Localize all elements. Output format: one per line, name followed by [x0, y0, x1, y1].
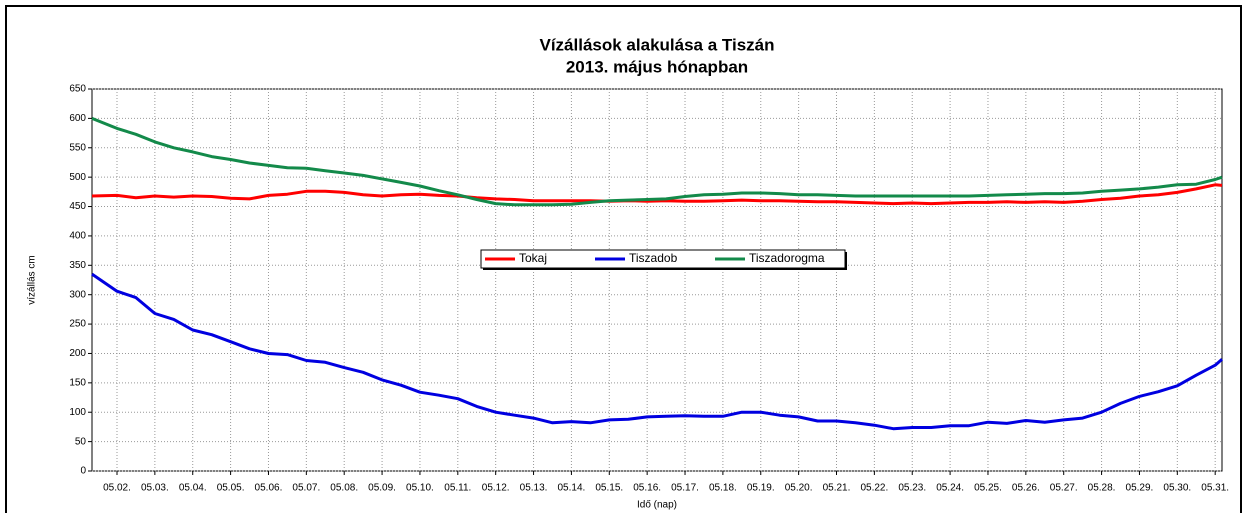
x-tick-label: 05.20.: [785, 483, 813, 494]
x-tick-label: 05.05.: [217, 483, 245, 494]
legend-label: Tokaj: [519, 251, 547, 265]
x-tick-label: 05.03.: [141, 483, 169, 494]
legend-label: Tiszadorogma: [749, 251, 825, 265]
x-tick-label: 05.14.: [558, 483, 586, 494]
x-tick-label: 05.17.: [671, 483, 699, 494]
x-tick-label: 05.22.: [860, 483, 888, 494]
legend: [480, 249, 846, 269]
frame: [5, 5, 1242, 513]
y-tick-label: 150: [69, 377, 86, 388]
x-tick-label: 05.15.: [595, 483, 623, 494]
x-tick-label: 05.23.: [898, 483, 926, 494]
x-tick-label: 05.18.: [709, 483, 737, 494]
line-series: [91, 183, 1223, 206]
x-tick-label: 05.07.: [292, 483, 320, 494]
y-tick-label: 350: [69, 260, 86, 271]
x-tick-label: 05.29.: [1126, 483, 1154, 494]
x-tick-label: 05.24.: [936, 483, 964, 494]
x-tick-label: 05.28.: [1088, 483, 1116, 494]
x-tick-label: 05.08.: [330, 483, 358, 494]
x-tick-label: 05.19.: [747, 483, 775, 494]
chart-title: Vízállások alakulása a Tiszán: [540, 35, 775, 54]
y-axis-label: vízállás cm: [27, 255, 38, 304]
y-tick-label: 100: [69, 407, 86, 418]
y-tick-label: 450: [69, 201, 86, 212]
x-tick-label: 05.02.: [103, 483, 131, 494]
line-series: [91, 272, 1223, 431]
x-tick-label: 05.12.: [482, 483, 510, 494]
y-tick-label: 600: [69, 113, 86, 124]
x-tick-label: 05.27.: [1050, 483, 1078, 494]
y-tick-label: 650: [69, 84, 86, 95]
x-tick-label: 05.25.: [974, 483, 1002, 494]
x-tick-label: 05.10.: [406, 483, 434, 494]
x-tick-label: 05.13.: [520, 483, 548, 494]
x-tick-label: 05.06.: [255, 483, 283, 494]
y-tick-label: 50: [75, 436, 87, 447]
y-tick-label: 550: [69, 142, 86, 153]
y-tick-label: 300: [69, 289, 86, 300]
y-tick-label: 500: [69, 172, 86, 183]
x-tick-label: 05.11.: [444, 483, 471, 494]
chart-subtitle: 2013. május hónapban: [566, 57, 748, 76]
plot-area: [91, 88, 1223, 472]
x-axis-label: Idő (nap): [637, 500, 677, 511]
x-tick-label: 05.09.: [368, 483, 396, 494]
x-tick-label: 05.26.: [1012, 483, 1040, 494]
line-series: [91, 117, 1223, 207]
y-tick-label: 400: [69, 231, 86, 242]
x-tick-label: 05.04.: [179, 483, 207, 494]
x-tick-label: 05.31.: [1201, 483, 1229, 494]
y-tick-label: 200: [69, 348, 86, 359]
y-tick-label: 0: [80, 466, 86, 477]
x-tick-label: 05.21.: [823, 483, 851, 494]
x-tick-label: 05.16.: [633, 483, 661, 494]
y-tick-label: 250: [69, 319, 86, 330]
legend-label: Tiszadob: [629, 251, 678, 265]
x-tick-label: 05.30.: [1163, 483, 1191, 494]
